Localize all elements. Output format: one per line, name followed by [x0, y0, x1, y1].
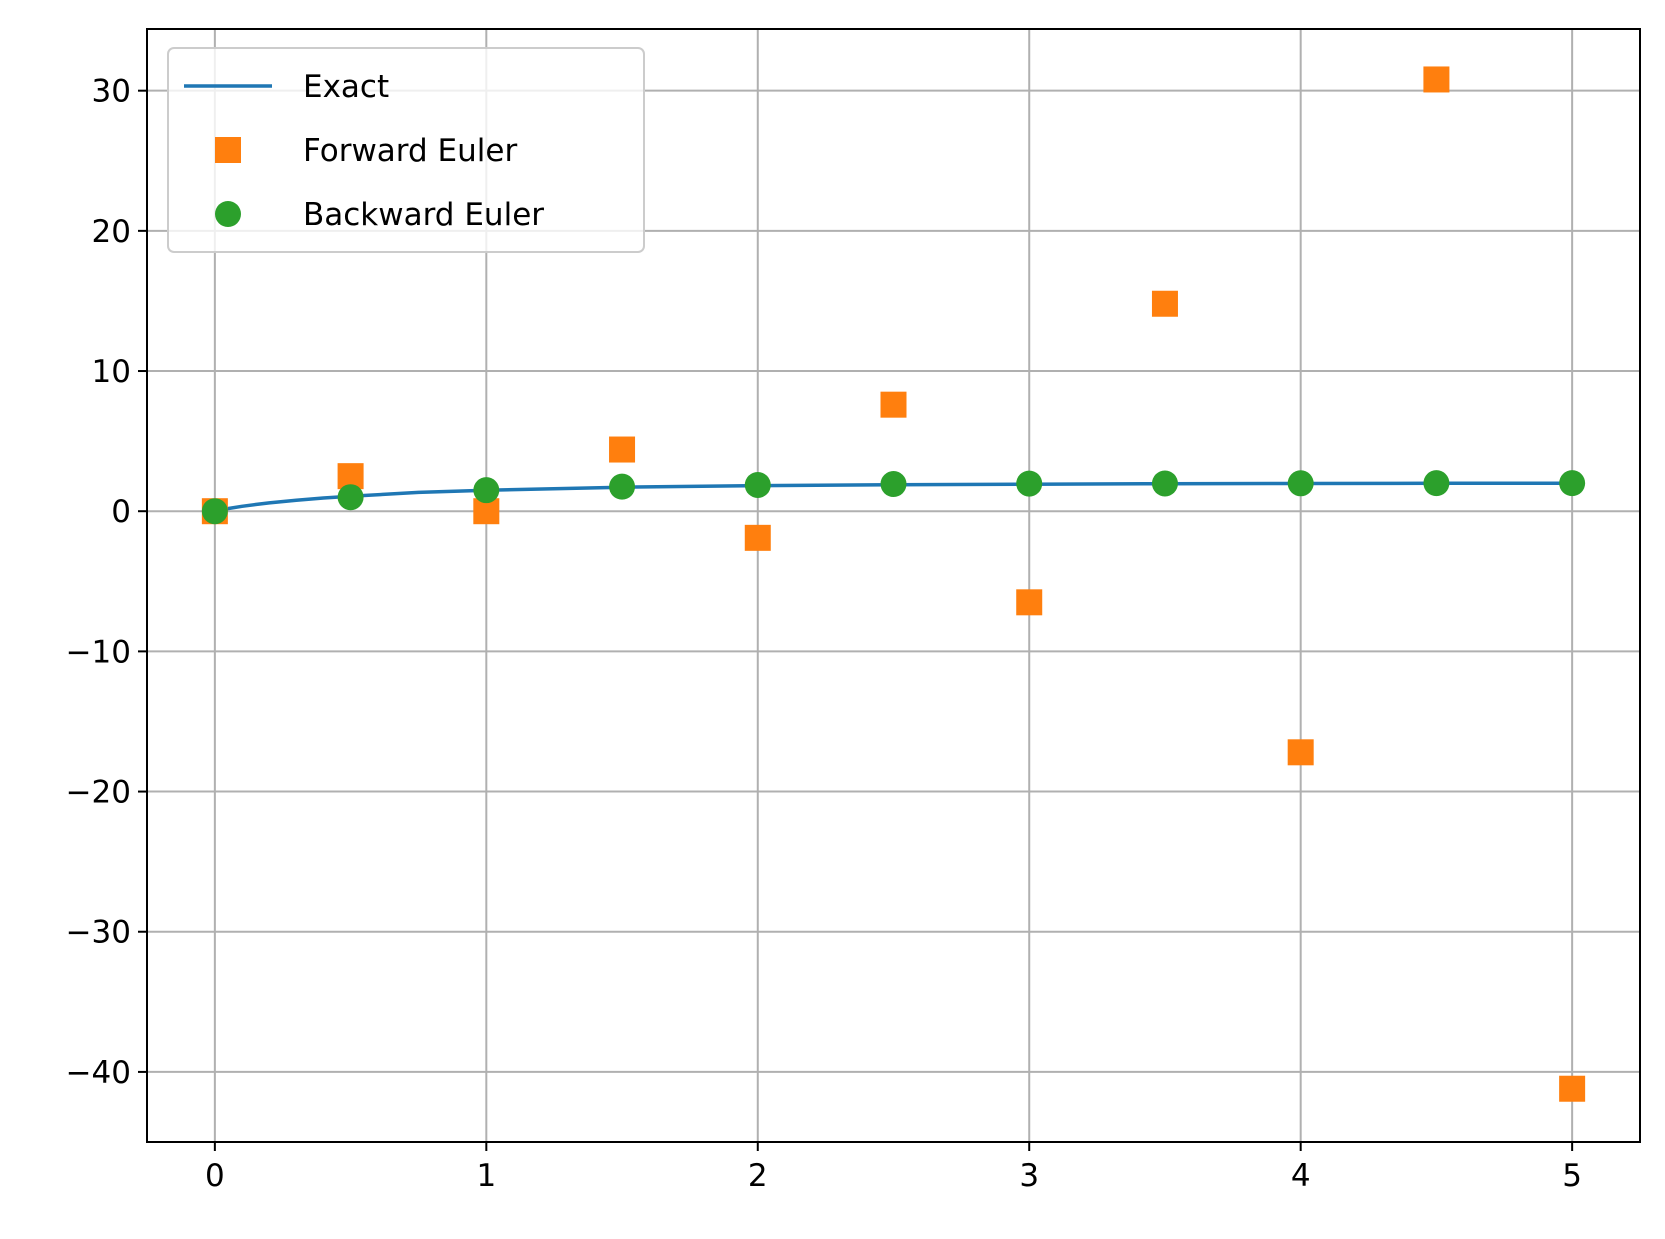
forward-euler-marker — [744, 524, 771, 551]
series-backward-euler — [201, 470, 1586, 525]
plot-series — [201, 66, 1586, 1102]
legend-handle-circle — [215, 201, 241, 227]
x-tick-label: 5 — [1562, 1158, 1582, 1194]
x-tick-label: 3 — [1019, 1158, 1039, 1194]
forward-euler-marker — [1559, 1075, 1586, 1102]
forward-euler-marker — [880, 391, 907, 418]
x-tick-label: 2 — [748, 1158, 768, 1194]
plot-frame — [146, 28, 1641, 1143]
y-tick-label: −40 — [66, 1055, 131, 1091]
y-tick-label: 0 — [111, 494, 131, 530]
backward-euler-marker — [880, 471, 907, 498]
legend: Exact Forward Euler Backward Euler — [167, 47, 645, 253]
legend-label: Exact — [303, 69, 389, 105]
legend-box — [167, 47, 645, 253]
backward-euler-marker — [201, 498, 228, 525]
x-tick-label: 0 — [205, 1158, 225, 1194]
backward-euler-marker — [744, 471, 771, 498]
legend-handle-square — [215, 137, 241, 163]
y-tick-label: −30 — [66, 915, 131, 951]
legend-label: Forward Euler — [303, 133, 517, 169]
y-tick-label: 20 — [92, 214, 131, 250]
y-axis-ticks: 30 20 10 0 −10 −20 −30 −40 — [66, 74, 147, 1091]
backward-euler-marker — [1151, 470, 1178, 497]
y-tick-label: 10 — [92, 354, 131, 390]
series-forward-euler — [201, 66, 1586, 1102]
backward-euler-marker — [1287, 470, 1314, 497]
x-axis-ticks: 0 1 2 3 4 5 — [205, 1142, 1582, 1194]
forward-euler-marker — [1151, 290, 1178, 317]
forward-euler-marker — [1423, 66, 1450, 93]
backward-euler-marker — [1016, 470, 1043, 497]
backward-euler-marker — [1559, 470, 1586, 497]
forward-euler-marker — [609, 436, 636, 463]
y-tick-label: 30 — [92, 74, 131, 110]
exact-line — [212, 481, 1574, 514]
backward-euler-marker — [337, 484, 364, 511]
forward-euler-marker — [1016, 589, 1043, 616]
series-exact — [212, 481, 1574, 514]
forward-euler-marker — [1287, 739, 1314, 766]
y-tick-label: −20 — [66, 775, 131, 811]
backward-euler-marker — [1423, 470, 1450, 497]
legend-label: Backward Euler — [303, 197, 544, 233]
x-tick-label: 1 — [476, 1158, 496, 1194]
y-tick-label: −10 — [66, 634, 131, 670]
backward-euler-marker — [473, 477, 500, 504]
x-tick-label: 4 — [1291, 1158, 1311, 1194]
backward-euler-marker — [609, 473, 636, 500]
